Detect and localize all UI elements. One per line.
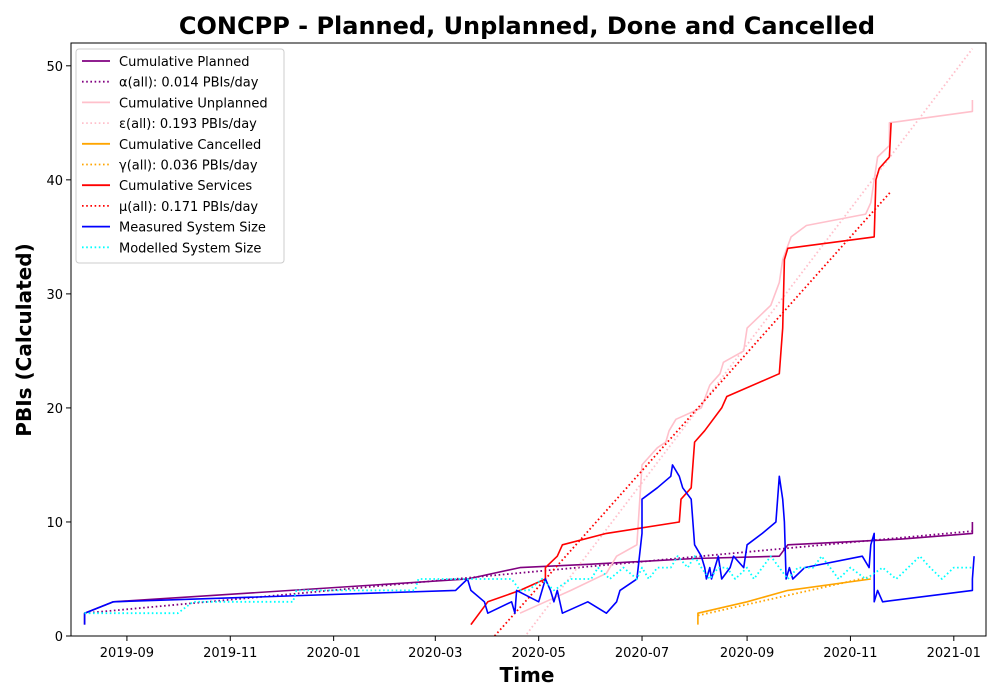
legend-label: Cumulative Unplanned bbox=[119, 96, 268, 111]
legend-label: Cumulative Cancelled bbox=[119, 138, 261, 153]
ticks-layer: 2019-09 2019-11 2020-01 2020-03 2020-05 2020-… bbox=[46, 60, 981, 661]
series-cumulative-services-line bbox=[470, 122, 892, 626]
legend: Cumulative Planned α(all): 0.014 PBIs/day… bbox=[75, 48, 285, 264]
series-all-0-036-pbis-day-line bbox=[697, 575, 871, 617]
plot-area-frame bbox=[70, 42, 987, 637]
y-tick-label: 40 bbox=[46, 174, 63, 189]
x-tick-label: 2020-11 bbox=[823, 646, 877, 661]
x-tick-label: 2020-03 bbox=[408, 646, 462, 661]
legend-label: ε(all): 0.193 PBIs/day bbox=[119, 117, 257, 132]
x-tick-label: 2021-01 bbox=[927, 646, 981, 661]
legend-label: μ(all): 0.171 PBIs/day bbox=[119, 200, 258, 215]
x-tick-label: 2020-01 bbox=[306, 646, 360, 661]
x-tick-label: 2019-11 bbox=[203, 646, 257, 661]
y-tick-label: 0 bbox=[55, 630, 63, 645]
y-tick-label: 50 bbox=[46, 60, 63, 75]
y-tick-label: 30 bbox=[46, 288, 63, 303]
x-tick-label: 2020-07 bbox=[615, 646, 669, 661]
x-axis-label: Time bbox=[500, 663, 555, 687]
x-tick-label: 2019-09 bbox=[100, 646, 154, 661]
series-cumulative-unplanned-line bbox=[519, 100, 974, 614]
y-axis-label: PBIs (Calculated) bbox=[12, 243, 36, 436]
legend-label: Measured System Size bbox=[119, 221, 266, 236]
y-tick-label: 10 bbox=[46, 516, 63, 531]
legend-label: α(all): 0.014 PBIs/day bbox=[119, 76, 259, 91]
series-all-0-014-pbis-day-line bbox=[84, 530, 973, 615]
x-tick-label: 2020-05 bbox=[512, 646, 566, 661]
legend-box bbox=[75, 48, 285, 264]
series-cumulative-cancelled-line bbox=[697, 578, 871, 625]
legend-label: Modelled System Size bbox=[119, 241, 261, 256]
series-measured-system-size-line bbox=[83, 464, 975, 625]
series-all-0-193-pbis-day-line bbox=[524, 48, 974, 636]
series-all-0-171-pbis-day-line bbox=[493, 190, 892, 636]
series-modelled-system-size-line bbox=[84, 555, 973, 615]
series-layer bbox=[83, 48, 975, 636]
x-tick-label: 2020-09 bbox=[720, 646, 774, 661]
legend-label: Cumulative Planned bbox=[119, 55, 249, 70]
y-tick-label: 20 bbox=[46, 402, 63, 417]
chart-title: CONCPP - Planned, Unplanned, Done and Ca… bbox=[179, 12, 875, 40]
legend-label: γ(all): 0.036 PBIs/day bbox=[119, 159, 258, 174]
legend-label: Cumulative Services bbox=[119, 179, 252, 194]
